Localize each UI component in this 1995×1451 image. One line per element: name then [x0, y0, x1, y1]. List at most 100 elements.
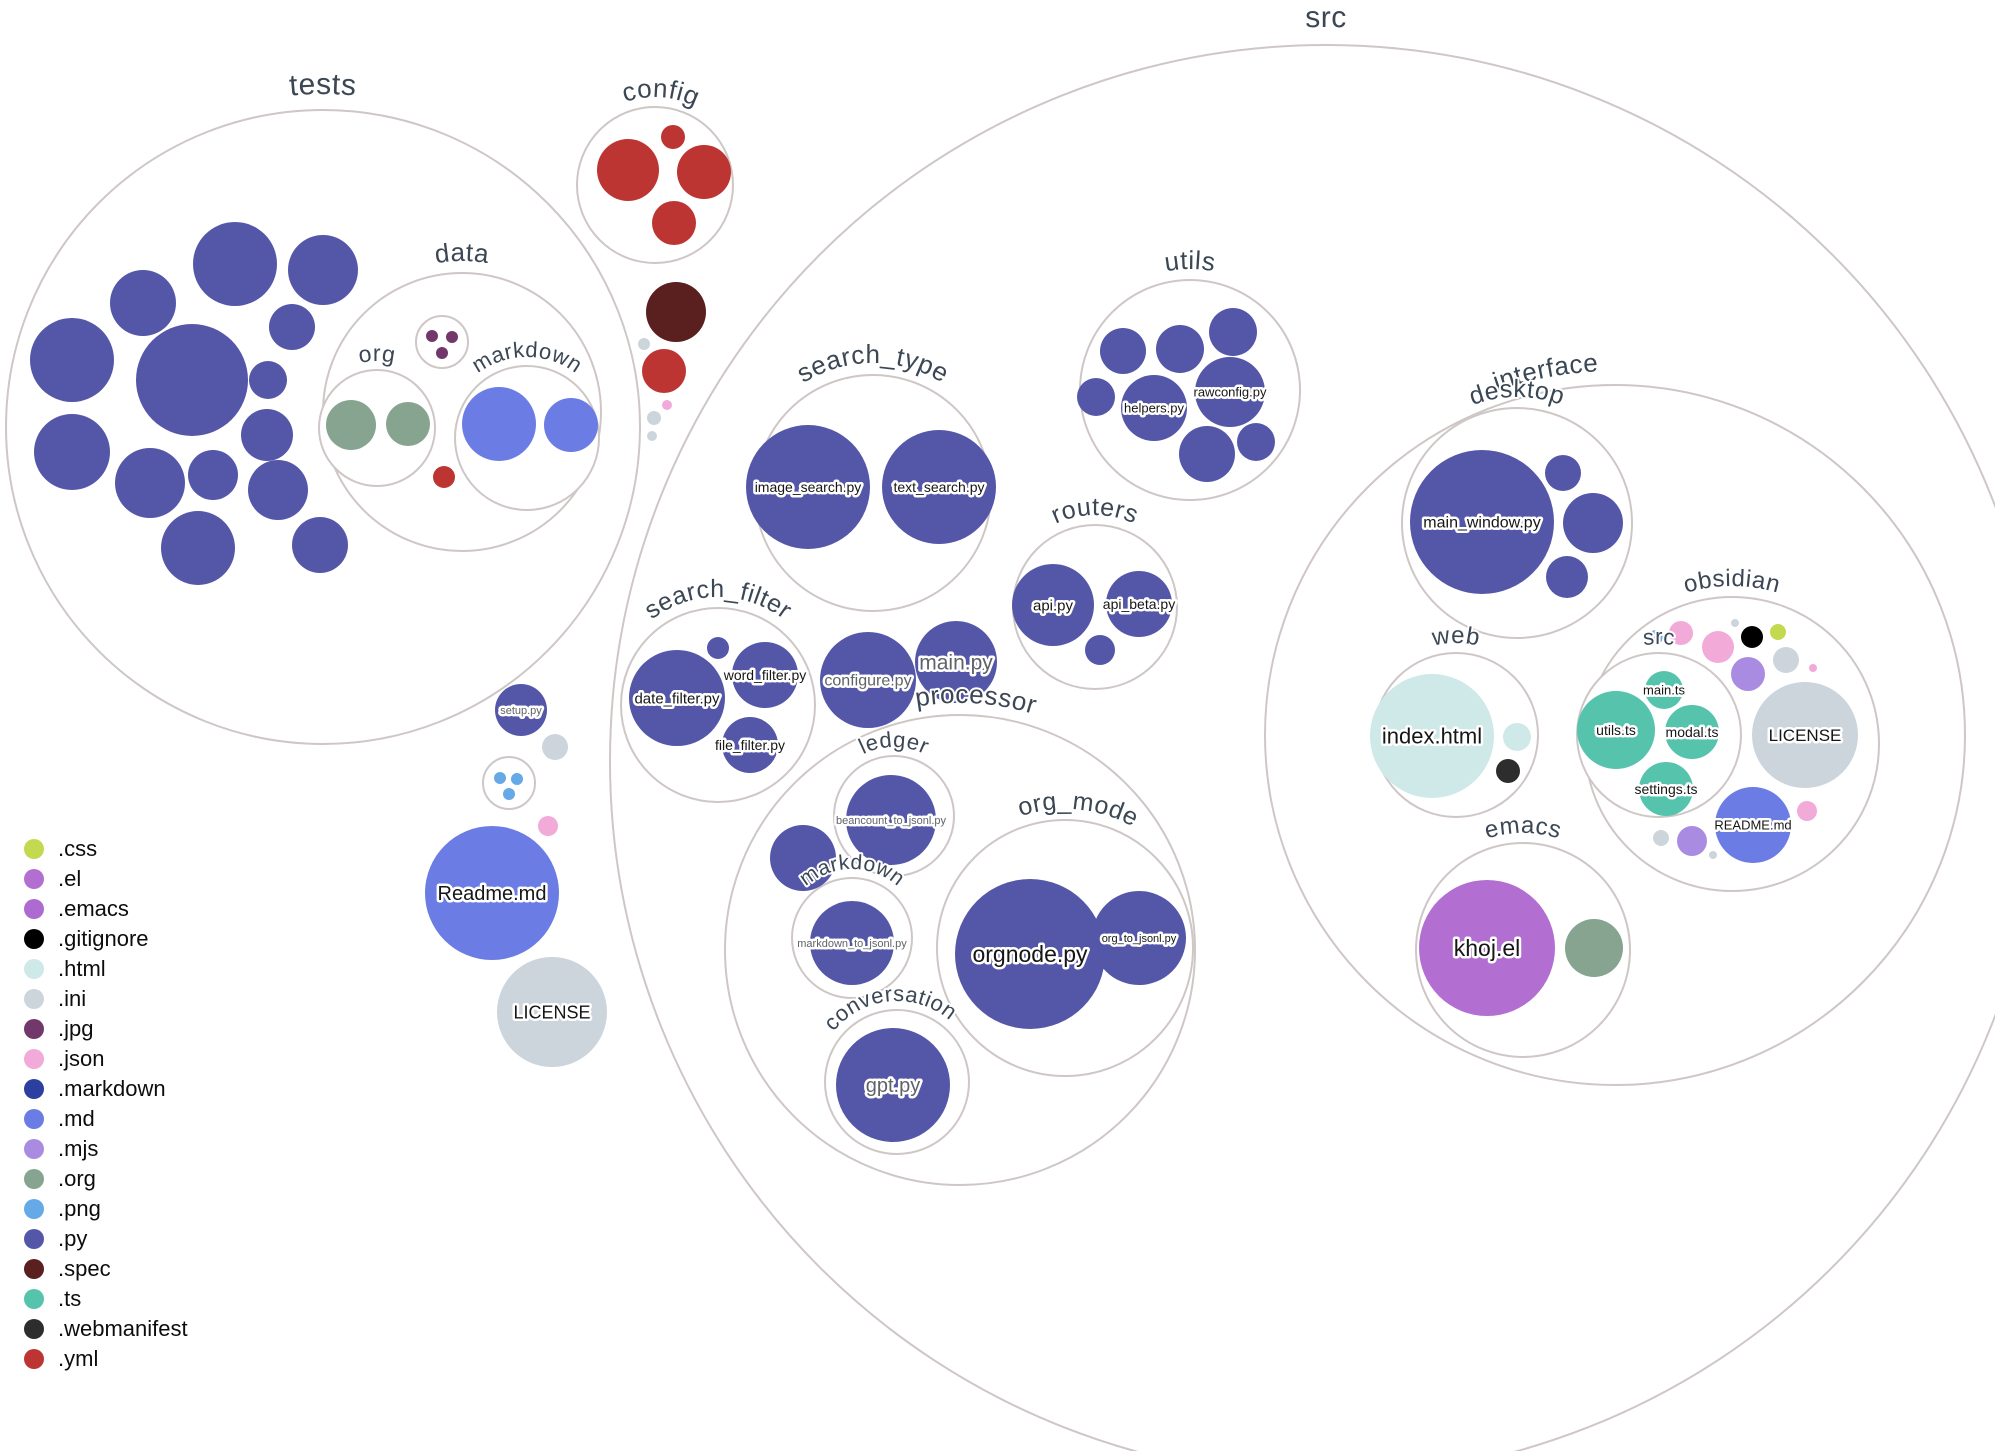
file-circle-file_filter.py	[722, 717, 778, 773]
legend-color-dot	[24, 1199, 44, 1219]
file-label-text_search.py: text_search.py	[893, 479, 984, 495]
folder-circle	[482, 756, 536, 810]
file-circle	[642, 349, 686, 393]
file-circle	[269, 304, 315, 350]
file-circle-markdown_to_jsonl.py	[810, 901, 894, 985]
legend-color-dot	[24, 1319, 44, 1339]
legend-color-dot	[24, 1289, 44, 1309]
file-circle	[426, 330, 438, 342]
legend-color-dot	[24, 839, 44, 859]
file-circle	[1563, 493, 1623, 553]
file-circle-modal.ts	[1665, 705, 1719, 759]
legend-color-dot	[24, 989, 44, 1009]
legend-label: .ts	[58, 1286, 82, 1311]
file-label-api_beta.py: api_beta.py	[1103, 596, 1175, 612]
file-circle	[647, 431, 657, 441]
legend-label: .org	[58, 1166, 96, 1191]
legend-label: .emacs	[58, 896, 129, 921]
file-circle	[136, 324, 248, 436]
file-circle-configure.py	[820, 632, 916, 728]
legend-label: .json	[58, 1046, 105, 1071]
legend-item-markdown: .markdown	[24, 1074, 188, 1104]
file-circle	[1077, 378, 1115, 416]
legend-color-dot	[24, 929, 44, 949]
file-circle	[1503, 723, 1531, 751]
file-label-beancount_to_jsonl.py: beancount_to_jsonl.py	[836, 815, 947, 827]
file-label-setup.py: setup.py	[500, 705, 542, 717]
legend-item-md: .md	[24, 1104, 188, 1134]
legend-item-ts: .ts	[24, 1284, 188, 1314]
legend-label: .html	[58, 956, 106, 981]
file-circle	[462, 387, 536, 461]
file-circle	[193, 222, 277, 306]
file-circle-api.py	[1012, 564, 1094, 646]
file-circle	[436, 347, 448, 359]
file-circle-main_window.py	[1410, 450, 1554, 594]
file-label-index.html: index.html	[1382, 724, 1482, 749]
file-circle	[30, 318, 114, 402]
legend-label: .ini	[58, 986, 87, 1011]
file-label-README.md: README.md	[1714, 818, 1791, 833]
file-circle-utils.ts	[1577, 691, 1655, 769]
file-circle-README.md	[1715, 787, 1791, 863]
file-circle	[1731, 657, 1765, 691]
file-circle-image_search.py	[746, 425, 870, 549]
file-circle-beancount_to_jsonl.py	[846, 775, 936, 865]
legend-color-dot	[24, 1169, 44, 1189]
legend-item-gitignore: .gitignore	[24, 924, 188, 954]
legend-item-yml: .yml	[24, 1344, 188, 1374]
file-circle	[188, 450, 238, 500]
file-label-configure.py: configure.py	[824, 673, 911, 690]
legend-item-el: .el	[24, 864, 188, 894]
file-circle	[1209, 308, 1257, 356]
legend-item-ini: .ini	[24, 984, 188, 1014]
file-circle	[446, 331, 458, 343]
file-circle	[538, 816, 558, 836]
legend-item-org: .org	[24, 1164, 188, 1194]
file-circle	[638, 338, 650, 350]
file-circle	[248, 460, 308, 520]
file-circle-orgnode.py	[955, 879, 1105, 1029]
folder-label-src: src	[1642, 624, 1677, 650]
legend-label: .webmanifest	[58, 1316, 188, 1341]
file-label-rawconfig.py: rawconfig.py	[1194, 385, 1267, 400]
folder-label-org: org	[356, 340, 397, 368]
file-circle-rawconfig.py	[1195, 357, 1265, 427]
file-label-markdown_to_jsonl.py: markdown_to_jsonl.py	[797, 938, 907, 950]
folder-label-web: web	[1429, 622, 1482, 652]
legend-label: .css	[58, 836, 98, 861]
file-circle	[662, 400, 672, 410]
legend-label: .jpg	[58, 1016, 94, 1041]
extension-legend: .css .el .emacs .gitignore .html .ini .jpg .jso…	[24, 834, 188, 1374]
file-circle	[326, 400, 376, 450]
file-circle-main.ts	[1645, 671, 1683, 709]
legend-color-dot	[24, 1079, 44, 1099]
file-circle-date_filter.py	[629, 650, 725, 746]
legend-label: .markdown	[58, 1076, 166, 1101]
file-circle	[1653, 830, 1669, 846]
legend-color-dot	[24, 1049, 44, 1069]
file-circle	[1085, 635, 1115, 665]
file-label-LICENSE: LICENSE	[513, 1002, 590, 1022]
file-circle	[386, 402, 430, 446]
legend-label: .png	[58, 1196, 101, 1221]
file-circle	[677, 145, 731, 199]
file-circle-helpers.py	[1121, 375, 1187, 441]
legend-item-webmanifest: .webmanifest	[24, 1314, 188, 1344]
file-circle	[1100, 328, 1146, 374]
folder-label-data: data	[433, 237, 491, 269]
file-circle-khoj.el	[1419, 880, 1555, 1016]
legend-color-dot	[24, 1229, 44, 1249]
folder-label-src: src	[1305, 1, 1347, 34]
file-label-modal.ts: modal.ts	[1666, 724, 1719, 740]
file-circle-setup.py	[495, 684, 547, 736]
legend-item-mjs: .mjs	[24, 1134, 188, 1164]
file-circle	[249, 361, 287, 399]
file-circles	[30, 125, 1858, 1142]
file-circle	[1709, 851, 1717, 859]
folder-circle-org	[318, 369, 436, 487]
file-circle	[292, 517, 348, 573]
file-circle	[241, 409, 293, 461]
